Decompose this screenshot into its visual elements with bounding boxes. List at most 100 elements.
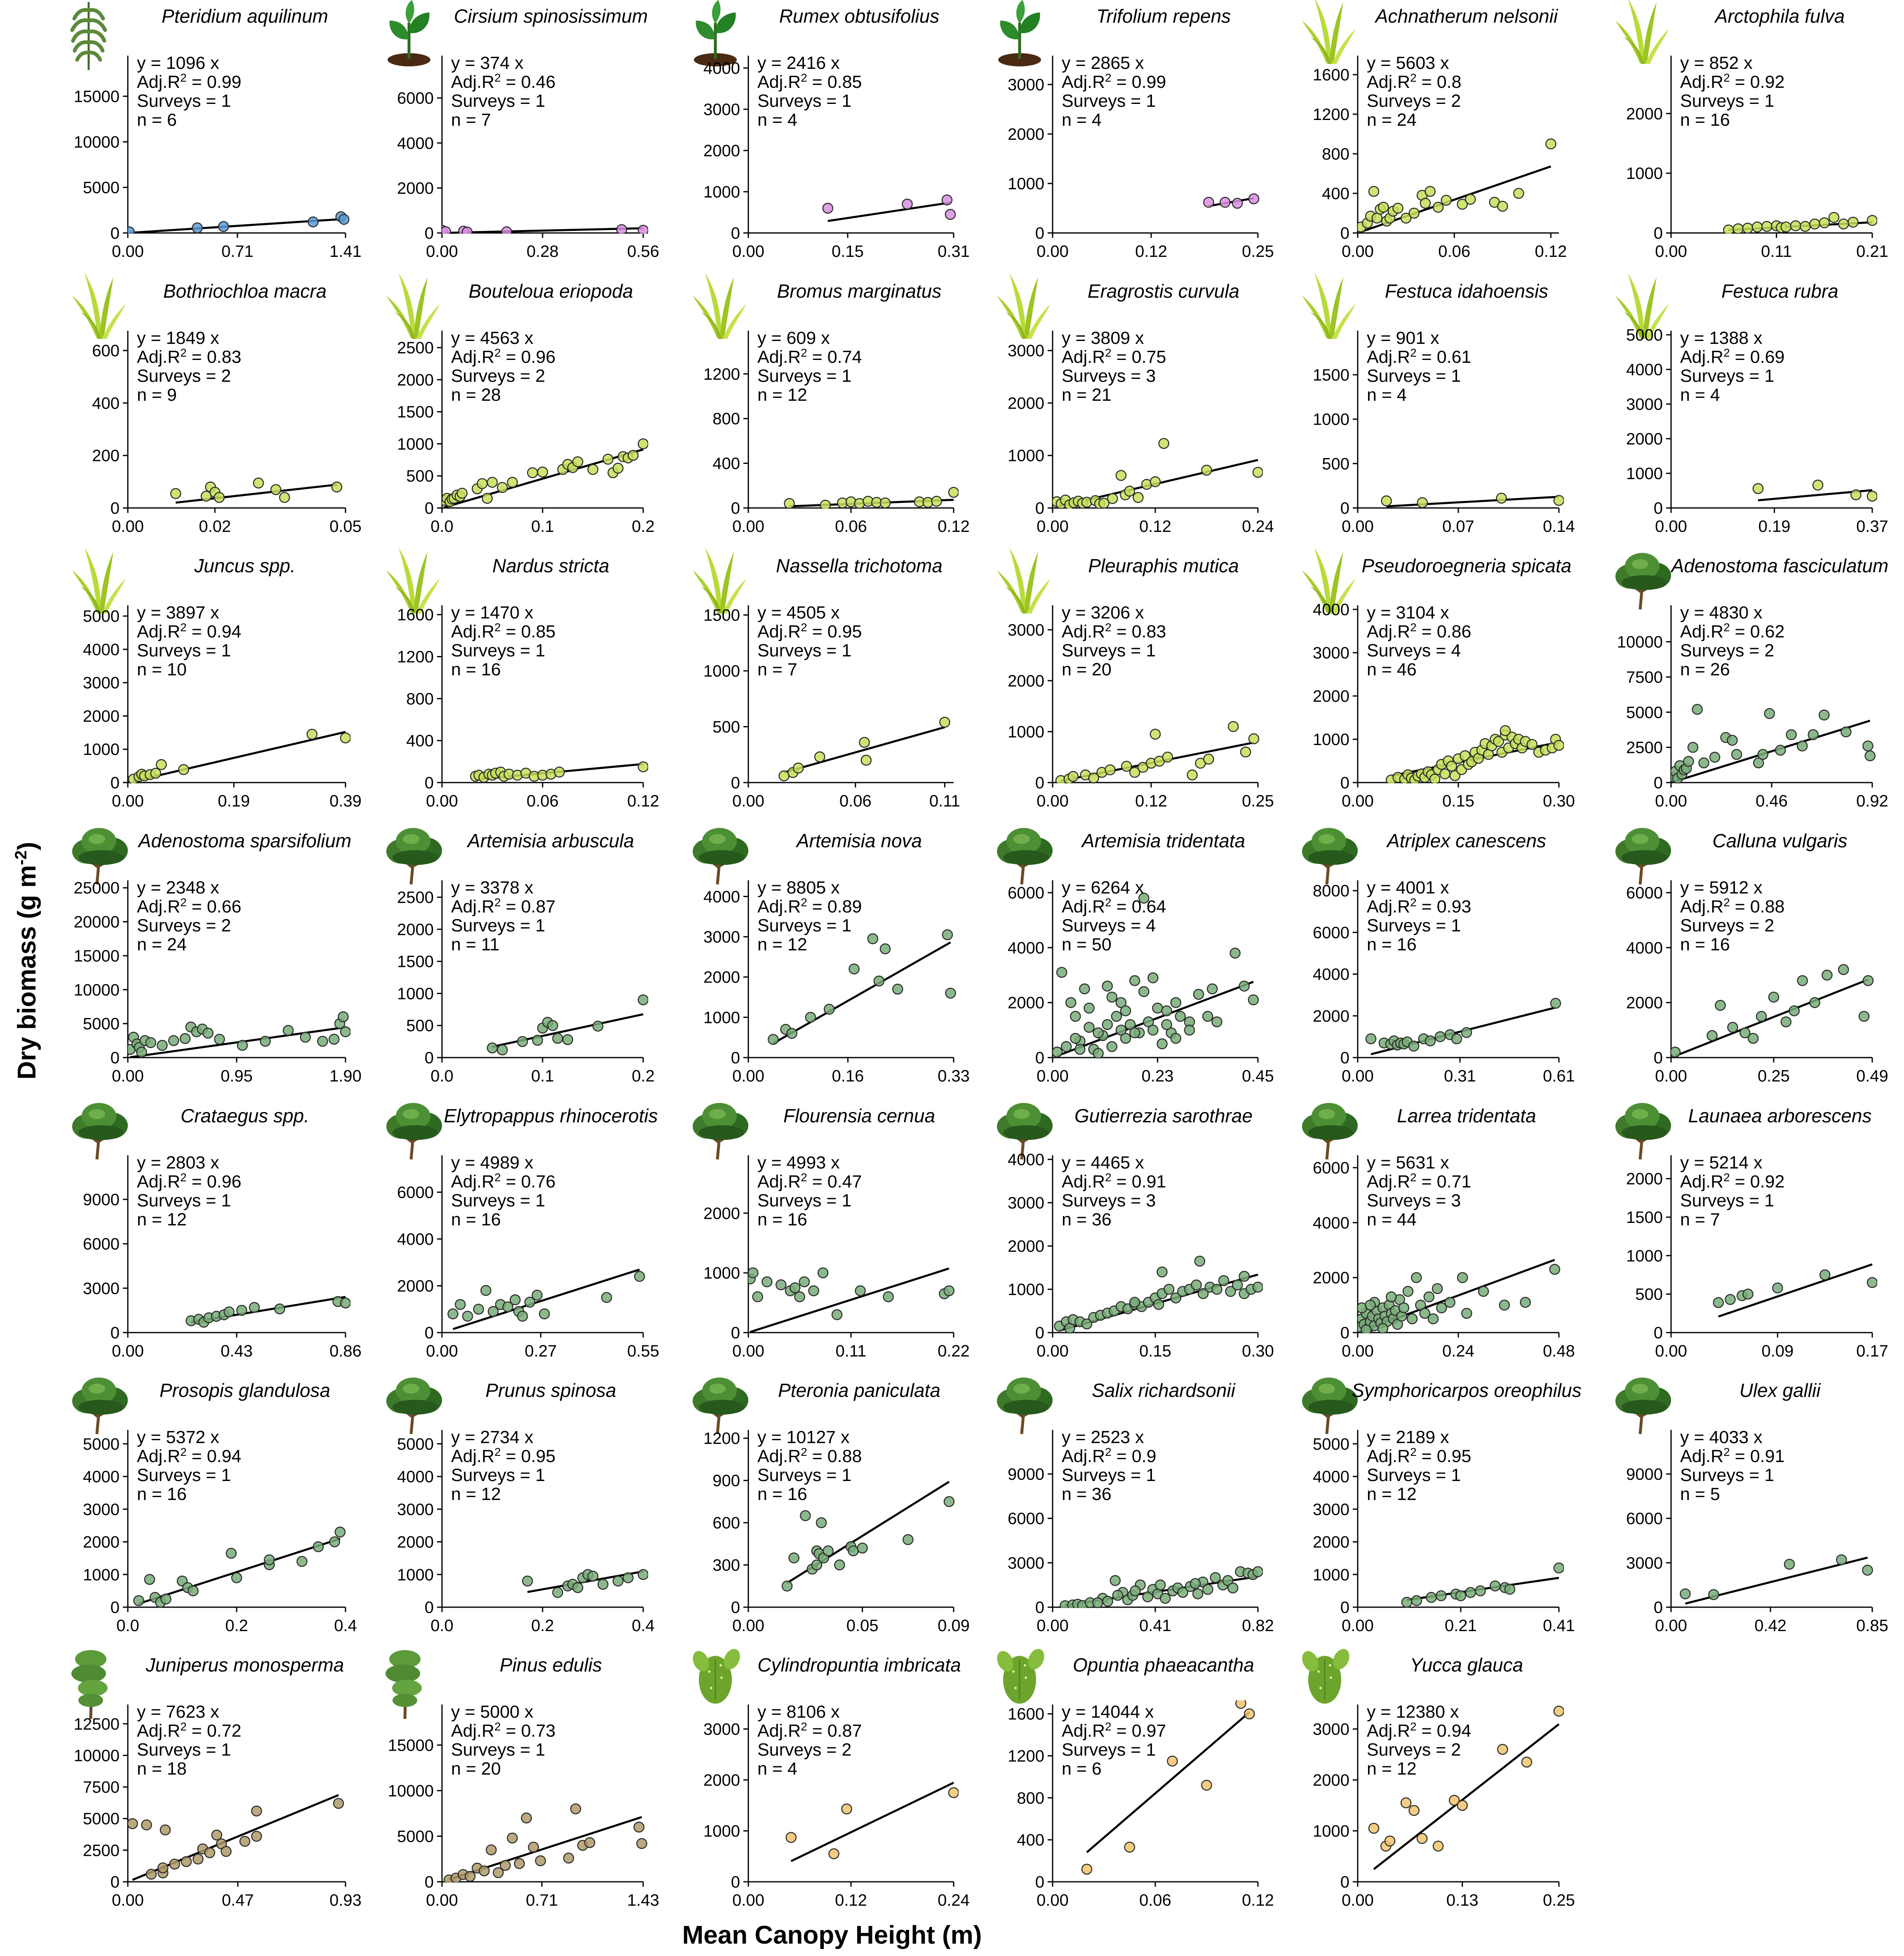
n-prefix: n =: [137, 935, 167, 954]
equation-label: y = 5214 x: [1680, 1153, 1763, 1173]
surveys-label: Surveys = 3: [1062, 1191, 1156, 1211]
data-point: [637, 438, 648, 449]
adj-r2-prefix: Adj.R: [757, 897, 801, 917]
adj-r2-label: Adj.R2 = 0.88: [1680, 896, 1784, 917]
equation-label: y = 374 x: [451, 53, 524, 73]
n-value: 12: [787, 385, 807, 405]
x-tick-label: 0.15: [1442, 792, 1474, 810]
chart-panel: Eragrostis curvula 0.00 0.12 0.24 0 1000 2000 3…: [997, 273, 1274, 536]
surveys-label: Surveys = 1: [451, 91, 545, 111]
data-point: [945, 209, 956, 220]
surveys-value: 1: [535, 1191, 545, 1211]
grass-icon: [72, 548, 126, 614]
adj-r2-value: 0.97: [1132, 1721, 1166, 1741]
n-label: n = 4: [757, 110, 797, 130]
surveys-prefix: Surveys =: [451, 1465, 535, 1485]
adj-r2-value: 0.75: [1132, 347, 1166, 367]
adj-r2-prefix: Adj.R: [757, 1446, 801, 1466]
y-tick-label: 1000: [1626, 165, 1663, 183]
adj-r2-exponent: 2: [801, 71, 807, 84]
data-point: [903, 1534, 914, 1545]
x-tick-label: 0.11: [929, 792, 960, 810]
data-point: [808, 1285, 819, 1296]
x-tick-label: 0.24: [1442, 1342, 1474, 1360]
data-point: [1202, 1584, 1213, 1595]
y-tick-label: 0: [1035, 1873, 1044, 1891]
data-point: [306, 729, 318, 740]
data-point: [214, 492, 225, 503]
panel-title: Gutierrezia sarothrae: [1074, 1105, 1253, 1126]
data-point: [1461, 1308, 1472, 1319]
surveys-value: 2: [535, 366, 545, 386]
n-value: 50: [1092, 935, 1112, 954]
x-tick-label: 0.4: [334, 1617, 357, 1635]
n-label: n = 24: [137, 935, 187, 954]
data-point: [1780, 1016, 1792, 1027]
n-value: 16: [787, 1484, 807, 1504]
adj-r2-value: 0.92: [1750, 1172, 1785, 1192]
data-point: [1112, 1590, 1124, 1601]
surveys-value: 1: [1451, 366, 1461, 386]
data-point: [1248, 733, 1260, 745]
y-tick-label: 1000: [1008, 1281, 1044, 1299]
y-tick-label: 4000: [1008, 1151, 1044, 1169]
adj-r2-equals: =: [1112, 622, 1132, 642]
y-tick-label: 2000: [1008, 394, 1044, 412]
x-tick-label: 0.11: [836, 1342, 867, 1360]
y-tick-label: 5000: [83, 179, 120, 197]
data-point: [1365, 1033, 1377, 1044]
data-point: [231, 1572, 242, 1583]
n-label: n = 10: [137, 660, 187, 679]
chart-panel: Cylindropuntia imbricata 0.00 0.12 0.24 0 100…: [689, 1646, 970, 1909]
x-tick-label: 0.12: [1242, 1891, 1274, 1909]
adj-r2-prefix: Adj.R: [137, 897, 180, 917]
surveys-value: 1: [1764, 366, 1774, 386]
x-tick-label: 0.31: [1444, 1067, 1476, 1085]
x-tick-label: 0.24: [938, 1891, 970, 1909]
y-tick-label: 200: [92, 447, 120, 465]
data-point: [1424, 1035, 1436, 1046]
adj-r2-equals: =: [501, 72, 521, 92]
equation-label: y = 6264 x: [1062, 878, 1144, 898]
data-point: [260, 1036, 271, 1047]
y-tick-label: 1600: [397, 606, 434, 624]
x-tick-label: 0.21: [1856, 242, 1888, 261]
y-tick-label: 9000: [83, 1191, 120, 1209]
data-point: [1192, 1588, 1204, 1599]
data-point: [517, 1036, 528, 1047]
x-tick-label: 0.95: [221, 1067, 253, 1085]
x-tick-label: 0.12: [1135, 242, 1167, 261]
data-point: [554, 766, 565, 778]
n-prefix: n =: [1367, 385, 1397, 405]
y-tick-label: 400: [406, 732, 434, 750]
adj-r2-prefix: Adj.R: [137, 1721, 180, 1741]
n-label: n = 4: [1062, 110, 1102, 130]
x-tick-label: 0.42: [1754, 1617, 1786, 1635]
y-tick-label: 1000: [703, 662, 740, 680]
x-tick-label: 0.00: [1037, 1891, 1069, 1909]
n-value: 5: [1710, 1484, 1720, 1504]
data-point: [338, 214, 350, 225]
y-tick-label: 500: [406, 1017, 434, 1035]
n-label: n = 18: [137, 1759, 187, 1779]
data-point: [531, 1289, 543, 1301]
data-point: [465, 1871, 476, 1882]
equation-label: y = 4989 x: [451, 1153, 534, 1173]
y-tick-label: 1000: [1008, 723, 1044, 741]
data-point: [193, 1853, 204, 1865]
data-point: [1197, 1288, 1209, 1299]
data-point: [1526, 739, 1538, 750]
y-tick-label: 10000: [1617, 633, 1663, 651]
data-point: [1449, 770, 1461, 781]
adj-r2-value: 0.73: [521, 1721, 556, 1741]
n-label: n = 7: [451, 110, 491, 130]
x-tick-label: 0.61: [1543, 1067, 1575, 1085]
adj-r2-exponent: 2: [1723, 1171, 1730, 1184]
x-tick-label: 0.16: [832, 1067, 864, 1085]
y-tick-label: 500: [406, 467, 434, 485]
x-tick-label: 0.00: [1342, 242, 1374, 261]
y-tick-label: 0: [1654, 1599, 1663, 1617]
data-point: [1092, 1597, 1103, 1608]
adj-r2-equals: =: [501, 622, 521, 642]
